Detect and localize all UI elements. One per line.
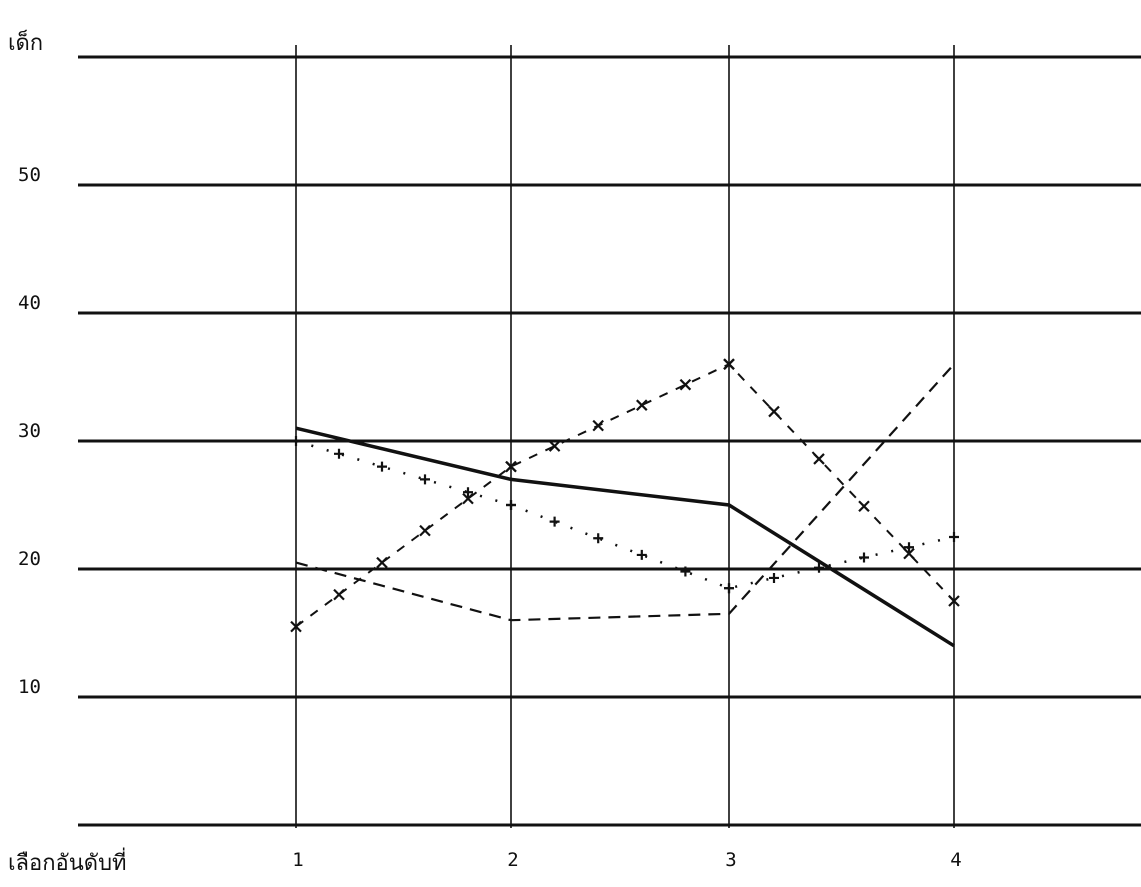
x-marker	[723, 358, 735, 370]
plus-marker	[904, 542, 914, 553]
plus-marker	[680, 566, 691, 577]
tick-labels: 10 20 30 40 50 1 2 3 4	[18, 164, 962, 871]
x-marker	[548, 440, 561, 452]
plus-marker	[949, 532, 959, 542]
x-marker	[948, 595, 960, 607]
x-marker	[505, 460, 517, 473]
x-tick-label: 4	[950, 849, 961, 871]
plus-marker	[463, 487, 473, 498]
series-group	[290, 358, 960, 648]
x-marker	[462, 492, 474, 505]
plus-marker	[420, 474, 430, 485]
plus-marker	[724, 583, 734, 594]
plus-marker	[377, 461, 387, 472]
series-line-x-dash	[295, 362, 955, 628]
x-tick-label: 1	[292, 849, 303, 871]
plus-marker	[593, 533, 604, 544]
x-marker	[290, 620, 302, 633]
plus-marker	[859, 552, 869, 563]
x-tick-label: 2	[507, 849, 518, 871]
y-tick-label: 50	[18, 164, 41, 186]
x-marker	[636, 399, 648, 411]
plus-marker	[814, 562, 824, 573]
plus-marker	[334, 448, 344, 459]
x-marker	[592, 419, 604, 432]
series-line-plus-dot	[295, 439, 955, 590]
y-tick-label: 10	[18, 676, 41, 698]
y-tick-label: 20	[18, 548, 41, 570]
y-tick-label: 40	[18, 292, 41, 314]
x-tick-label: 3	[725, 849, 736, 871]
plus-marker	[636, 549, 647, 560]
x-marker	[813, 453, 825, 465]
x-marker	[679, 378, 692, 391]
x-marker	[419, 524, 431, 537]
y-tick-label: 30	[18, 420, 41, 442]
x-marker	[333, 588, 345, 601]
x-marker	[768, 405, 780, 418]
grid	[78, 45, 1141, 828]
x-marker	[376, 556, 388, 569]
series-line-dashed	[295, 363, 955, 622]
plus-marker	[549, 516, 560, 527]
x-marker	[903, 547, 915, 560]
plus-marker	[291, 436, 301, 446]
y-axis-label: เด็ก	[8, 28, 43, 56]
series-line-solid	[295, 426, 955, 648]
x-marker	[858, 500, 870, 513]
x-axis-label: เลือกอันดับที่	[8, 847, 127, 876]
plus-marker	[506, 500, 516, 510]
plus-marker	[769, 572, 779, 583]
